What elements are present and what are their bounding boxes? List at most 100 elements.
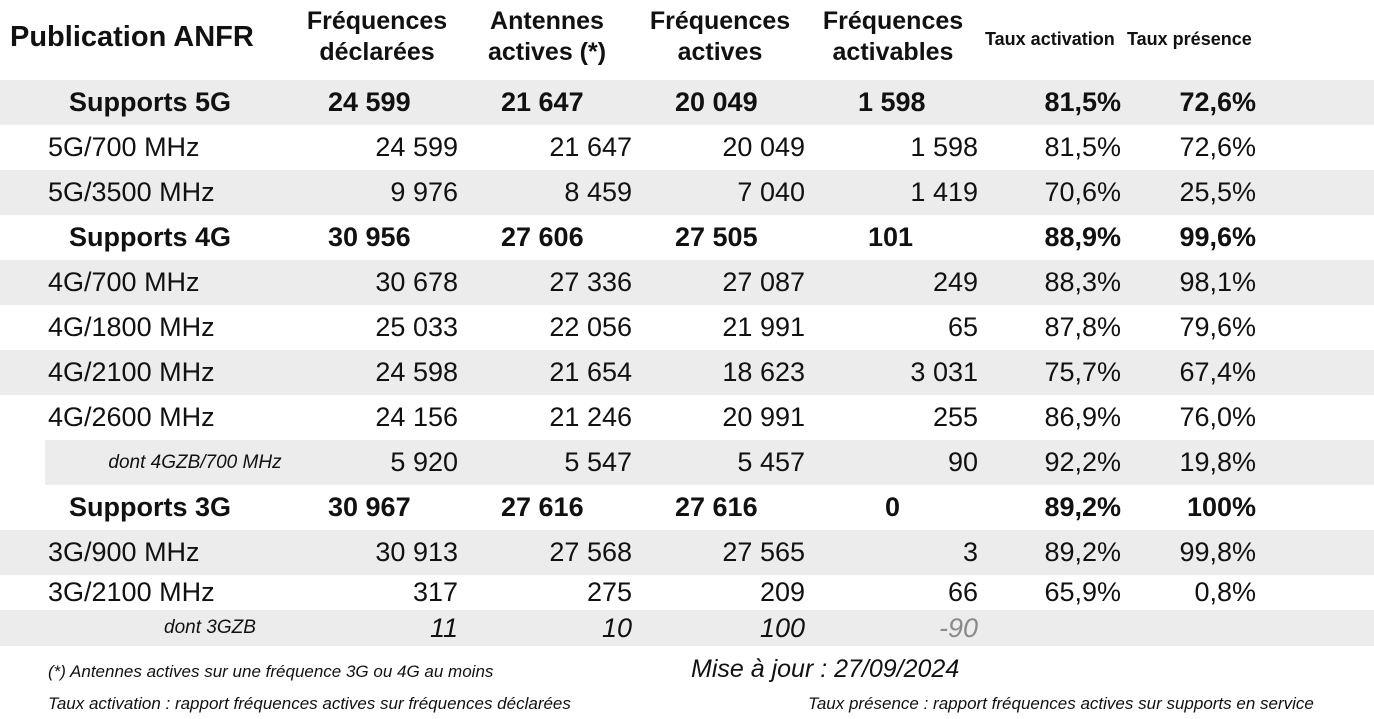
header-activation-rate: Taux activation — [985, 29, 1115, 49]
cell-antennas: 21 246 — [549, 402, 632, 432]
table-row: dont 3GZB 11 10 100 -90 — [0, 610, 1374, 646]
cell-presence: 76,0% — [1179, 402, 1256, 432]
cell-activation: 86,9% — [1044, 402, 1121, 432]
table-row: 5G/3500 MHz 9 976 8 459 7 040 1 419 70,6… — [0, 170, 1374, 215]
cell-antennas: 27 568 — [549, 537, 632, 567]
cell-antennas: 21 654 — [549, 357, 632, 387]
header-freq-declared-line1: Fréquences — [306, 7, 448, 35]
row-label: dont 4GZB/700 MHz — [108, 452, 282, 473]
cell-declared: 5 920 — [390, 447, 458, 477]
cell-active: 20 991 — [722, 402, 805, 432]
cell-active: 27 565 — [722, 537, 805, 567]
cell-active: 27 087 — [722, 267, 805, 297]
cell-activation: 89,2% — [1044, 492, 1121, 522]
cell-activation: 75,7% — [1044, 357, 1121, 387]
cell-activatable: 0 — [885, 492, 901, 522]
header-freq-activatable-line2: activables — [832, 38, 954, 66]
cell-presence: 99,6% — [1179, 222, 1256, 252]
cell-antennas: 21 647 — [549, 132, 632, 162]
cell-presence: 19,8% — [1179, 447, 1256, 477]
header-freq-active: Fréquences actives — [640, 6, 800, 68]
cell-declared: 30 967 — [328, 492, 411, 522]
cell-active: 27 616 — [675, 492, 758, 522]
table-row: Supports 3G 30 967 27 616 27 616 0 89,2%… — [0, 485, 1374, 530]
header-freq-activatable-line1: Fréquences — [822, 7, 964, 35]
cell-presence: 72,6% — [1179, 87, 1256, 117]
table-row: 4G/2600 MHz 24 156 21 246 20 991 255 86,… — [0, 395, 1374, 440]
header-freq-active-line2: actives — [677, 38, 763, 66]
cell-active: 5 457 — [737, 447, 805, 477]
cell-activation: 70,6% — [1044, 177, 1121, 207]
cell-active: 27 505 — [675, 222, 758, 252]
table-row: 4G/700 MHz 30 678 27 336 27 087 249 88,3… — [0, 260, 1374, 305]
header-freq-activatable: Fréquences activables — [813, 6, 973, 68]
cell-declared: 25 033 — [375, 312, 458, 342]
cell-presence: 25,5% — [1179, 177, 1256, 207]
cell-activatable: 90 — [947, 447, 978, 477]
cell-activatable: 65 — [947, 312, 978, 342]
header-freq-declared-line2: déclarées — [319, 38, 435, 66]
row-label: Supports 5G — [68, 87, 231, 117]
cell-declared: 317 — [412, 577, 458, 607]
cell-declared: 24 156 — [375, 402, 458, 432]
cell-presence: 100% — [1186, 492, 1256, 522]
table-row: dont 4GZB/700 MHz 5 920 5 547 5 457 90 9… — [0, 440, 1374, 485]
cell-antennas: 27 606 — [501, 222, 584, 252]
cell-antennas: 22 056 — [549, 312, 632, 342]
row-label: 3G/900 MHz — [48, 537, 200, 567]
header-presence-rate: Taux présence — [1127, 29, 1252, 49]
cell-declared: 30 678 — [375, 267, 458, 297]
cell-presence: 79,6% — [1179, 312, 1256, 342]
header-freq-declared: Fréquences déclarées — [297, 6, 457, 68]
cell-activatable: -90 — [938, 613, 978, 643]
cell-activatable: 101 — [868, 222, 914, 252]
row-label: 5G/3500 MHz — [48, 177, 215, 207]
table-row: 3G/900 MHz 30 913 27 568 27 565 3 89,2% … — [0, 530, 1374, 575]
row-label: 5G/700 MHz — [48, 132, 200, 162]
cell-activation: 89,2% — [1044, 537, 1121, 567]
cell-antennas: 27 336 — [549, 267, 632, 297]
cell-declared: 30 956 — [328, 222, 411, 252]
header-active-antennas-line2: actives (*) — [487, 38, 607, 66]
cell-presence: 67,4% — [1179, 357, 1256, 387]
page-title: Publication ANFR — [10, 21, 254, 53]
footnote-activation: Taux activation : rapport fréquences act… — [48, 694, 571, 713]
header-freq-active-line1: Fréquences — [649, 7, 791, 35]
cell-activation: 88,9% — [1044, 222, 1121, 252]
row-label: Supports 4G — [68, 222, 231, 252]
cell-presence: 99,8% — [1179, 537, 1256, 567]
cell-activatable: 1 419 — [910, 177, 978, 207]
table-row: Supports 5G 24 599 21 647 20 049 1 598 8… — [0, 80, 1374, 125]
row-label: 4G/700 MHz — [48, 267, 200, 297]
table-row: 4G/2100 MHz 24 598 21 654 18 623 3 031 7… — [0, 350, 1374, 395]
header-active-antennas-line1: Antennes — [490, 7, 604, 35]
cell-activation: 81,5% — [1044, 132, 1121, 162]
row-label: 4G/2100 MHz — [48, 357, 215, 387]
table-row: 4G/1800 MHz 25 033 22 056 21 991 65 87,8… — [0, 305, 1374, 350]
cell-active: 100 — [759, 613, 805, 643]
cell-declared: 30 913 — [375, 537, 458, 567]
cell-antennas: 8 459 — [564, 177, 632, 207]
cell-presence: 72,6% — [1179, 132, 1256, 162]
row-label: Supports 3G — [68, 492, 231, 522]
cell-activation: 92,2% — [1044, 447, 1121, 477]
cell-antennas: 21 647 — [501, 87, 584, 117]
table-row: 3G/2100 MHz 317 275 209 66 65,9% 0,8% — [0, 574, 1374, 610]
cell-activatable: 66 — [947, 577, 978, 607]
cell-activatable: 1 598 — [910, 132, 978, 162]
row-label: dont 3GZB — [164, 617, 256, 638]
cell-declared: 24 599 — [328, 87, 411, 117]
cell-active: 18 623 — [722, 357, 805, 387]
cell-antennas: 5 547 — [564, 447, 632, 477]
cell-activation: 87,8% — [1044, 312, 1121, 342]
header-active-antennas: Antennes actives (*) — [467, 6, 627, 68]
cell-declared: 11 — [429, 613, 458, 643]
cell-active: 20 049 — [675, 87, 758, 117]
cell-active: 21 991 — [722, 312, 805, 342]
cell-activatable: 249 — [932, 267, 978, 297]
cell-antennas: 10 — [601, 613, 632, 643]
cell-declared: 24 598 — [375, 357, 458, 387]
row-label: 3G/2100 MHz — [48, 577, 215, 607]
cell-activation: 65,9% — [1044, 577, 1121, 607]
cell-active: 20 049 — [722, 132, 805, 162]
